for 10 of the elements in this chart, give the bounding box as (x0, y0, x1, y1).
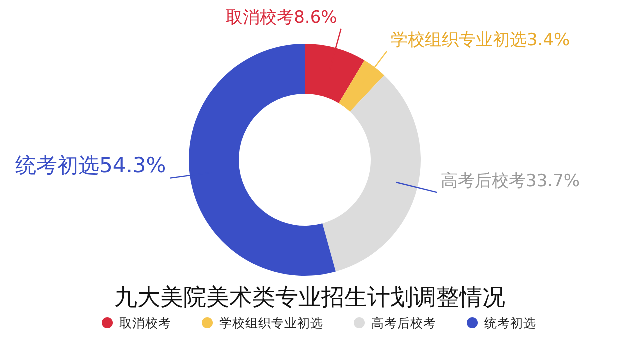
legend-label: 统考初选 (484, 316, 536, 330)
category-label: 统考初选54.3% (16, 153, 166, 178)
category-label: 取消校考8.6% (226, 8, 338, 28)
category-label: 高考后校考33.7% (441, 172, 580, 192)
legend-label: 取消校考 (120, 316, 172, 330)
category-label: 学校组织专业初选3.4% (391, 30, 570, 50)
donut-slice (322, 75, 421, 272)
text: 九大美院美术类专业招生计划调整情况 (114, 285, 506, 311)
legend-label: 学校组织专业初选 (220, 316, 324, 330)
legend-label: 高考后校考 (372, 316, 436, 330)
